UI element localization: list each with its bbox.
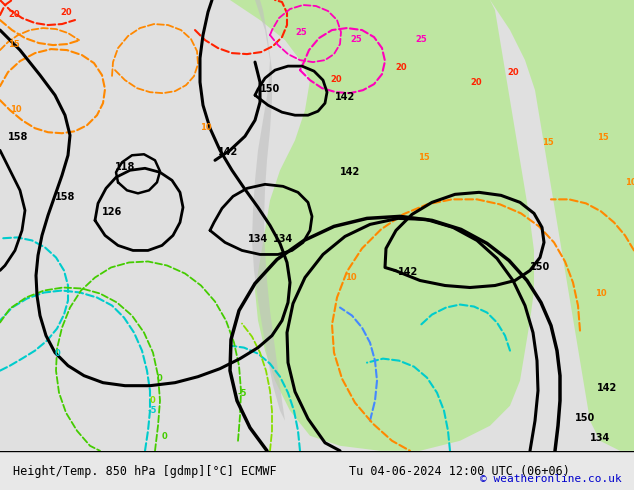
Text: 10: 10	[345, 273, 356, 283]
Text: 150: 150	[260, 84, 280, 94]
Text: 20: 20	[470, 78, 482, 87]
Text: 0: 0	[162, 432, 168, 441]
Text: Height/Temp. 850 hPa [gdmp][°C] ECMWF: Height/Temp. 850 hPa [gdmp][°C] ECMWF	[13, 465, 276, 478]
Text: 0: 0	[157, 374, 163, 383]
Text: Tu 04-06-2024 12:00 UTC (06+06): Tu 04-06-2024 12:00 UTC (06+06)	[349, 465, 569, 478]
Text: 150: 150	[575, 413, 595, 423]
Text: 20: 20	[330, 75, 342, 84]
Text: 150: 150	[530, 263, 550, 272]
Text: 20: 20	[395, 63, 406, 72]
Text: 134: 134	[590, 433, 611, 443]
Text: 134: 134	[248, 234, 268, 245]
Text: 20: 20	[60, 8, 72, 17]
Polygon shape	[490, 0, 634, 451]
Polygon shape	[230, 0, 534, 451]
Text: 158: 158	[8, 132, 29, 142]
Text: 118: 118	[115, 162, 136, 172]
Text: 25: 25	[350, 35, 362, 44]
Text: 142: 142	[597, 383, 618, 392]
Text: 158: 158	[55, 193, 75, 202]
Text: 20: 20	[8, 10, 20, 19]
Polygon shape	[252, 0, 285, 421]
Text: 20: 20	[507, 68, 519, 77]
Text: 15: 15	[597, 133, 609, 142]
Text: 142: 142	[398, 268, 418, 277]
Text: © weatheronline.co.uk: © weatheronline.co.uk	[479, 474, 621, 484]
Text: -5: -5	[148, 406, 157, 415]
Text: -5: -5	[237, 389, 247, 398]
Text: 0: 0	[55, 348, 61, 358]
Text: 0: 0	[150, 396, 156, 405]
Text: 15: 15	[542, 138, 553, 147]
Text: 25: 25	[415, 35, 427, 44]
Text: 134: 134	[273, 234, 294, 245]
Text: 15: 15	[418, 153, 430, 162]
Text: 142: 142	[340, 167, 360, 177]
Text: 10: 10	[625, 178, 634, 187]
Text: 10: 10	[595, 289, 607, 297]
Text: 142: 142	[335, 92, 355, 102]
Text: 15: 15	[8, 40, 20, 49]
Text: 25: 25	[295, 28, 307, 37]
Text: 10: 10	[200, 123, 212, 132]
Text: 142: 142	[218, 147, 238, 157]
Text: 126: 126	[102, 207, 122, 218]
Text: 10: 10	[10, 105, 22, 114]
